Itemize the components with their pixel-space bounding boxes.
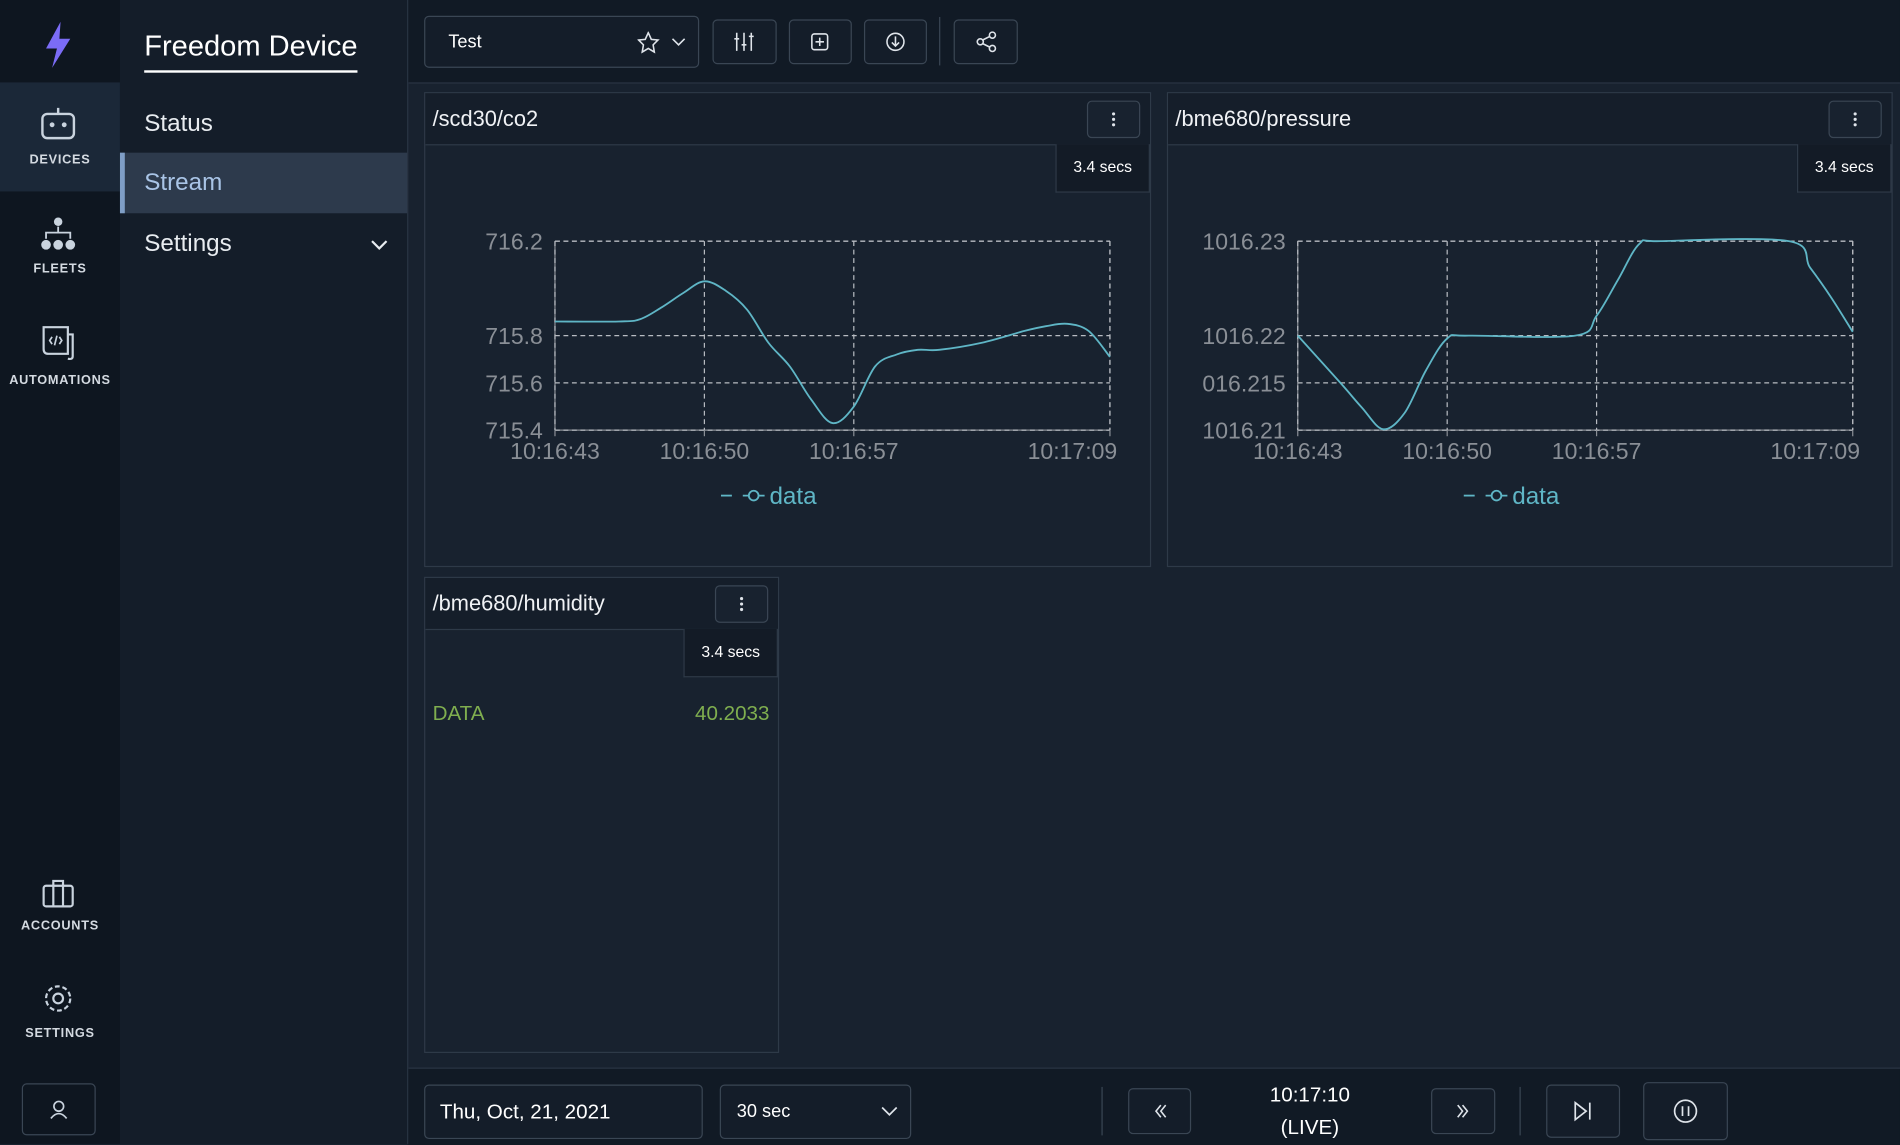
logo: [46, 21, 71, 68]
nav-automations[interactable]: AUTOMATIONS: [9, 373, 111, 388]
panel-header: /scd30/co2: [425, 93, 1150, 146]
x-tick-label: 10:16:43: [510, 438, 600, 464]
separator: [1519, 1086, 1521, 1136]
menu-stream[interactable]: Stream: [144, 169, 223, 197]
panel-title: /scd30/co2: [432, 106, 539, 131]
chevron: [371, 240, 388, 250]
current-time: 10:17:10: [1269, 1083, 1350, 1107]
y-tick-label: 1016.23: [1202, 229, 1285, 255]
value-label: DATA: [432, 701, 485, 725]
legend-label: data: [769, 483, 817, 510]
nav-fleets[interactable]: FLEETS: [33, 261, 87, 277]
chart: 1016.21 016.215 1016.22 1016.23 10:16:43 10:1…: [1202, 229, 1860, 510]
date-input[interactable]: Thu, Oct, 21, 2021: [424, 1084, 703, 1140]
panel-badge: 3.4 secs: [1796, 144, 1892, 193]
menu-active: [119, 152, 408, 214]
accounts-icon[interactable]: [41, 877, 75, 909]
window: 30 sec: [736, 1101, 791, 1123]
x-tick-label: 10:16:57: [1552, 438, 1642, 464]
panel: /bme680/humidity 3.4 secs DATA 40.2033: [424, 576, 780, 1053]
forward-button[interactable]: [1431, 1088, 1496, 1135]
chart: 715.4 715.6 715.8 716.2 10:16:43 10:16:50 10:1…: [485, 229, 1118, 510]
panel-menu[interactable]: [1086, 100, 1141, 139]
panel-badge: 3.4 secs: [1055, 144, 1150, 193]
y-tick-label: 1016.21: [1202, 418, 1285, 444]
layout-select[interactable]: Test: [424, 15, 700, 68]
value: 40.2033: [694, 701, 770, 725]
settings-icon[interactable]: [41, 982, 75, 1016]
user-button[interactable]: [21, 1083, 96, 1136]
legend-swatch: [747, 489, 760, 502]
panel-menu[interactable]: [1828, 100, 1882, 139]
y-tick-label: 716.2: [485, 229, 543, 255]
download-button[interactable]: [863, 19, 927, 65]
legend-label: data: [1512, 483, 1560, 510]
nav-devices[interactable]: DEVICES: [29, 152, 91, 168]
share-button[interactable]: [953, 19, 1018, 65]
x-tick-label: 10:17:09: [1770, 438, 1860, 464]
separator: [1101, 1086, 1103, 1136]
menu-status[interactable]: Status: [144, 110, 213, 137]
y-tick-label: 1016.22: [1202, 323, 1285, 349]
live-status: (LIVE): [1280, 1116, 1340, 1140]
layout-name: Test: [448, 31, 482, 53]
x-tick-label: 10:16:50: [660, 438, 750, 464]
device-title: Freedom Device: [144, 30, 358, 73]
x-tick-label: 10:16:57: [809, 438, 899, 464]
date: Thu, Oct, 21, 2021: [439, 1100, 611, 1124]
automations-icon[interactable]: [39, 322, 78, 361]
panel-menu[interactable]: [714, 585, 769, 623]
panel-header: /bme680/pressure: [1168, 93, 1892, 146]
panel: /bme680/pressure 3.4 secs 1016.21 016.215…: [1166, 92, 1893, 568]
panel-title: /bme680/pressure: [1175, 106, 1352, 131]
panel-badge: 3.4 secs: [683, 628, 778, 678]
y-tick-label: 715.8: [485, 323, 543, 349]
panel: /scd30/co2 3.4 secs 715.4 715.6 715.8 716.2…: [424, 92, 1152, 568]
back-button[interactable]: [1128, 1088, 1192, 1135]
nav-accounts[interactable]: ACCOUNTS: [21, 918, 99, 934]
data-line: [554, 280, 1111, 425]
filter-button[interactable]: [712, 19, 777, 65]
x-tick-label: 10:16:43: [1253, 438, 1343, 464]
y-tick-label: 715.4: [485, 418, 543, 444]
y-tick-label: 715.6: [485, 370, 543, 396]
pause-button[interactable]: [1643, 1082, 1728, 1141]
panel-title: /bme680/humidity: [432, 591, 605, 616]
data-line: [1297, 238, 1854, 431]
y-tick-label: 016.215: [1202, 370, 1285, 396]
legend-swatch: [1490, 489, 1503, 502]
skip-end-button[interactable]: [1546, 1084, 1621, 1138]
add-button[interactable]: [788, 19, 852, 65]
window-select[interactable]: 30 sec: [719, 1084, 912, 1140]
fleets-icon[interactable]: [39, 216, 78, 252]
devices-icon[interactable]: [39, 107, 78, 143]
separator: [939, 16, 941, 66]
x-tick-label: 10:16:50: [1402, 438, 1492, 464]
nav-settings[interactable]: SETTINGS: [25, 1026, 95, 1041]
x-tick-label: 10:17:09: [1028, 438, 1118, 464]
menu-settings[interactable]: Settings: [144, 230, 232, 257]
